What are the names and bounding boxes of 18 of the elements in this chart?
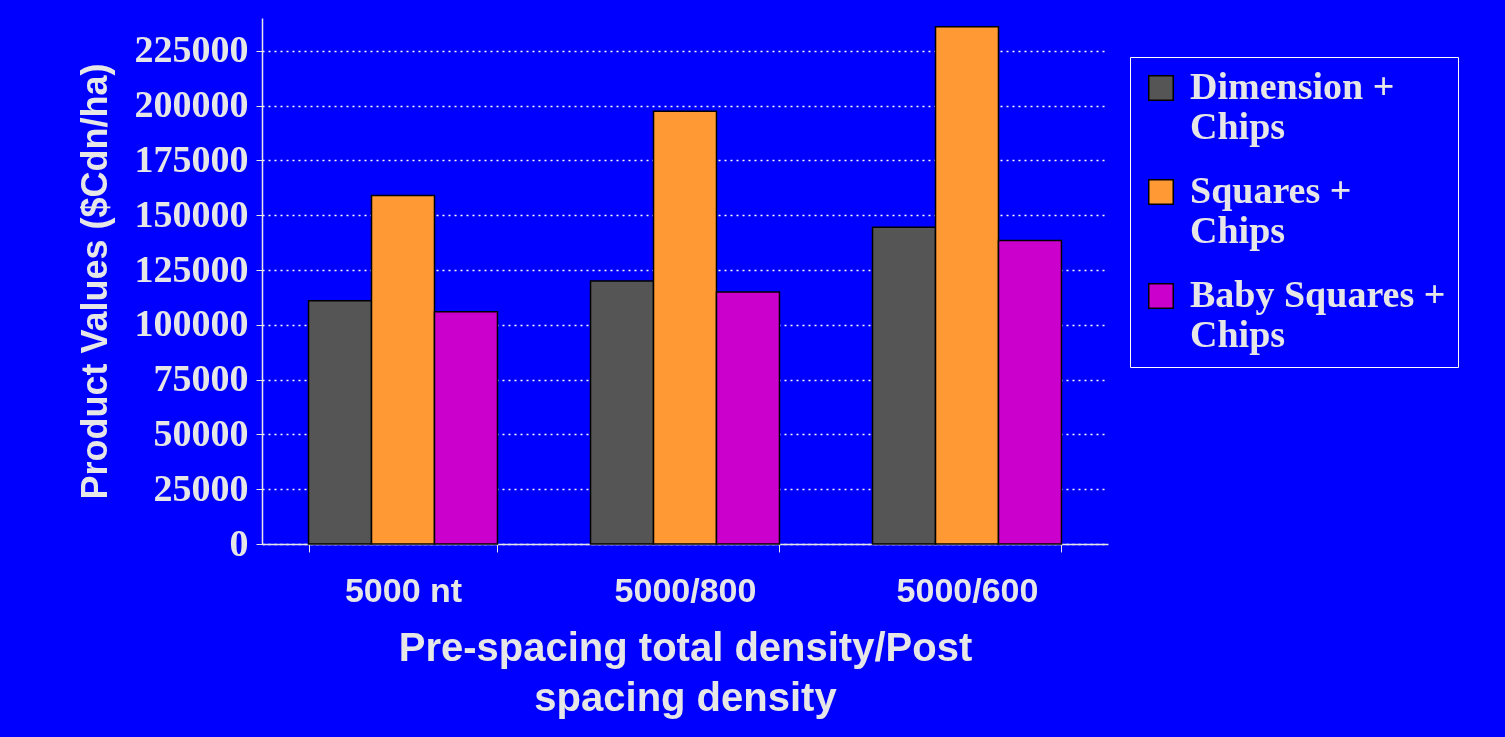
y-tick-label: 225000 bbox=[134, 28, 249, 71]
y-tick-label: 175000 bbox=[134, 137, 249, 180]
y-tick-label: 100000 bbox=[134, 302, 249, 345]
y-axis-title: Product Values ($Cdn/ha) bbox=[73, 63, 115, 500]
x-tick-label: 5000/600 bbox=[896, 570, 1039, 609]
y-tick-label: 0 bbox=[229, 521, 249, 564]
legend-label: Squares + Chips bbox=[1190, 169, 1352, 251]
x-tick-label: 5000 nt bbox=[344, 570, 463, 609]
y-tick-label: 125000 bbox=[134, 247, 249, 290]
y-tick-label: 75000 bbox=[153, 357, 249, 400]
y-tick-label: 200000 bbox=[134, 83, 249, 126]
legend-label: Dimension + Chips bbox=[1190, 65, 1395, 147]
y-tick-label: 50000 bbox=[153, 411, 249, 454]
x-axis-title: Pre-spacing total density/Post spacing density bbox=[398, 624, 973, 719]
y-tick-label: 150000 bbox=[134, 192, 249, 235]
x-tick-label: 5000/800 bbox=[614, 570, 757, 609]
legend-label: Baby Squares + Chips bbox=[1190, 273, 1446, 355]
y-tick-label: 25000 bbox=[153, 466, 249, 509]
